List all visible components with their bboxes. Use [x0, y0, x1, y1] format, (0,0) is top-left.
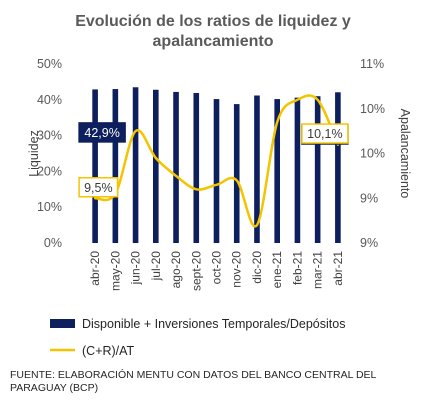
bar [92, 89, 98, 243]
data-label: 10,1% [307, 127, 342, 141]
x-tick-label: jul-20 [149, 251, 163, 282]
x-tick-label: jun-20 [129, 251, 143, 286]
x-tick-label: mar-21 [311, 251, 325, 289]
x-tick-label: dic-20 [250, 251, 264, 284]
bar [173, 91, 179, 243]
y-left-axis-title: Liquidez [27, 130, 41, 177]
x-tick-label: abr-20 [88, 251, 102, 286]
bar [314, 96, 321, 243]
bar [213, 99, 220, 243]
x-tick-label: may-20 [108, 251, 122, 291]
y-left-tick-label: 50% [37, 57, 62, 71]
x-tick-label: feb-21 [290, 251, 304, 285]
data-label: 42,9% [84, 126, 119, 140]
x-tick-label: sept-20 [189, 251, 203, 291]
bar [112, 89, 119, 243]
y-left-tick-label: 10% [37, 200, 62, 214]
data-label: 9,5% [84, 181, 113, 195]
bar [294, 97, 301, 243]
x-tick-label: ene-21 [270, 251, 284, 289]
plot-area: 0% 10% 20% 30% 40% 50% 9% 9% 10% 10% 11% Liquidez Ap… [27, 57, 412, 291]
data-label-box [301, 123, 349, 144]
x-tick-label: nov-20 [230, 251, 244, 288]
x-tick-label: abr-21 [331, 251, 345, 286]
y-right-tick-label: 10% [360, 102, 385, 116]
x-tick-label: oct-20 [210, 251, 224, 285]
y-right-tick-label: 9% [360, 236, 378, 250]
x-tick-label: ago-20 [169, 251, 183, 289]
source-note-line1: FUENTE: ELABORACIÓN MENTU CON DATOS DEL … [10, 368, 377, 381]
y-right-tick-label: 11% [360, 57, 384, 71]
y-left-tick-label: 0% [44, 236, 62, 250]
legend-label-line: (C+R)/AT [82, 344, 135, 358]
bar [132, 87, 139, 244]
chart-title-line1: Evolución de los ratios de liquidez y [75, 13, 351, 30]
bar [335, 92, 341, 243]
legend: Disponible + Inversiones Temporales/Depó… [50, 317, 345, 358]
bar [233, 104, 240, 243]
y-left-tick-label: 20% [37, 164, 62, 178]
chart-title-line2: apalancamiento [153, 33, 274, 50]
bar [153, 89, 159, 243]
bar [254, 95, 260, 243]
y-right-axis-title: Apalancamiento [398, 109, 412, 199]
bar [193, 92, 200, 243]
bar [274, 99, 280, 243]
legend-label-bars: Disponible + Inversiones Temporales/Depó… [82, 317, 345, 331]
data-label-box [78, 122, 126, 143]
y-left-tick-label: 30% [37, 129, 62, 143]
source-note-line2: PARAGUAY (BCP) [10, 382, 98, 394]
y-left-tick-label: 40% [37, 93, 62, 107]
y-right-tick-label: 9% [360, 191, 378, 205]
y-right-tick-label: 10% [360, 147, 385, 161]
legend-swatch-bars [50, 319, 75, 328]
data-label-box [78, 177, 119, 198]
